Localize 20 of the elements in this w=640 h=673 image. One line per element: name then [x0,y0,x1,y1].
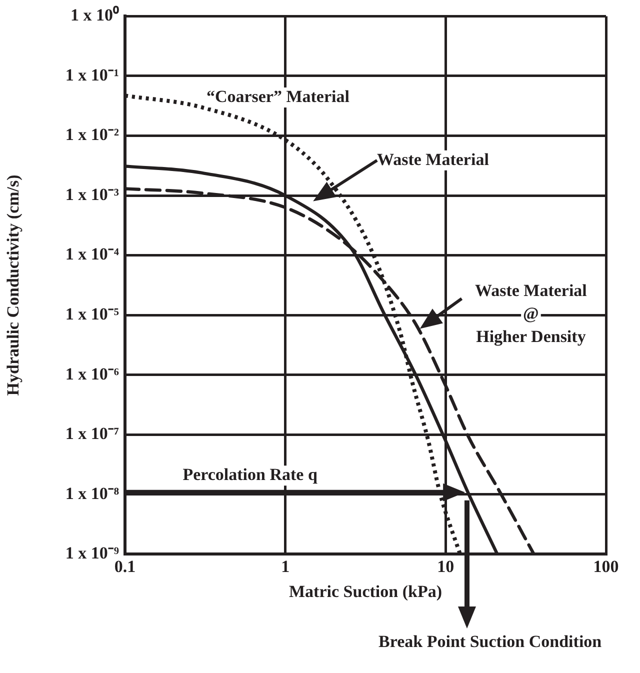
annotation: Percolation Rate q [182,465,318,484]
x-tick-label: 10 [437,556,454,576]
y-tick-label: 1 x 10⁻² [65,125,119,144]
y-tick-label: 1 x 10⁻⁴ [65,244,119,264]
y-tick-label: 1 x 10⁻⁵ [65,304,119,324]
y-tick-label: 1 x 10⁻⁷ [65,424,119,444]
y-tick-label: 1 x 10⁻⁸ [65,484,119,503]
annotation: “Coarser” Material [206,86,350,106]
y-axis-title: Hydraulic Conductivity (cm/s) [4,174,23,396]
annotation: Waste Material @ Higher Density [475,281,588,346]
x-axis-title: Matric Suction (kPa) [289,582,442,602]
x-tick-label: 0.1 [114,556,136,576]
y-tick-label: 1 x 10⁻³ [65,184,119,204]
x-tick-label: 1 [281,556,290,576]
text: Break Point Suction Condition [378,632,602,651]
y-tick-label: 1 x 10⁰ [70,6,119,25]
annotation: Waste Material [377,150,490,169]
x-tick-label: 100 [593,556,619,576]
y-tick-label: 1 x 10⁻⁶ [65,364,119,384]
y-tick-label: 1 x 10⁻¹ [65,65,119,84]
